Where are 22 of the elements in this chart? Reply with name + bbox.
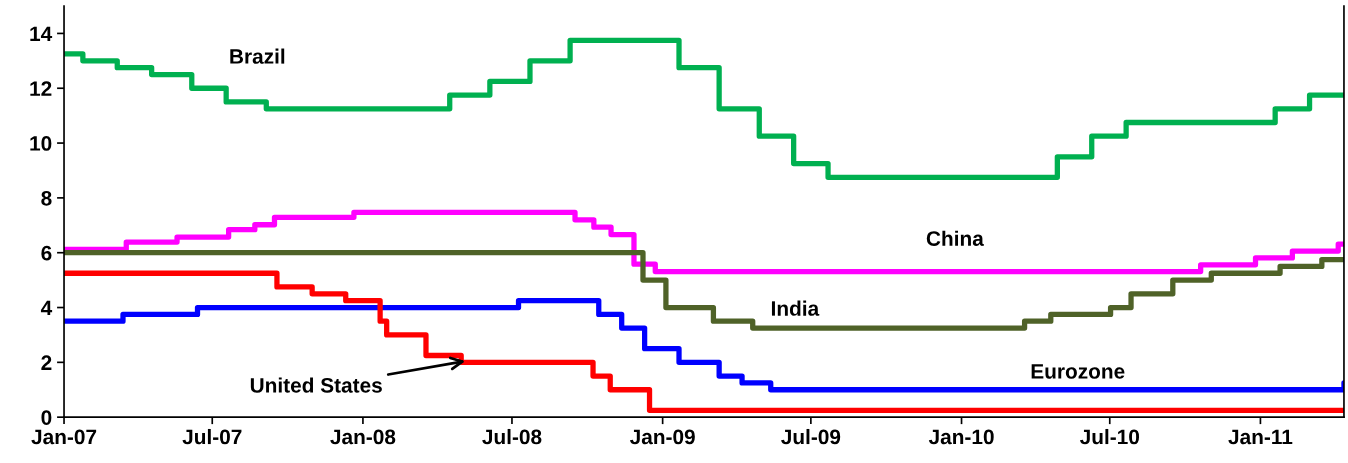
y-tick-label: 0: [41, 410, 52, 425]
x-tick-label: Jan-08: [330, 429, 396, 445]
x-tick-label: Jan-11: [1228, 429, 1293, 445]
y-tick-label: 6: [41, 245, 52, 261]
text: United States: [250, 377, 382, 393]
x-tick-label: Jan-07: [31, 429, 97, 445]
y-tick-label: 10: [30, 136, 52, 151]
x-tick-label: Jan-10: [928, 429, 994, 445]
x-tick-label: Jul-09: [781, 428, 841, 445]
y-tick-label: 2: [41, 355, 52, 370]
y-tick-label: 8: [41, 190, 52, 206]
x-tick-label: Jul-08: [482, 428, 542, 445]
x-tick-label: Jul-07: [182, 428, 242, 445]
x-tick-label: Jul-10: [1079, 428, 1140, 445]
y-tick-label: 4: [40, 300, 53, 316]
series-label: Eurozone: [1031, 364, 1125, 379]
series-label: Brazil: [230, 48, 285, 64]
y-tick-label: 12: [30, 81, 52, 96]
y-tick-label: 14: [30, 26, 53, 41]
x-tick-label: Jan-09: [629, 429, 695, 445]
series-label: India: [771, 300, 820, 316]
series-label: China: [926, 230, 984, 246]
